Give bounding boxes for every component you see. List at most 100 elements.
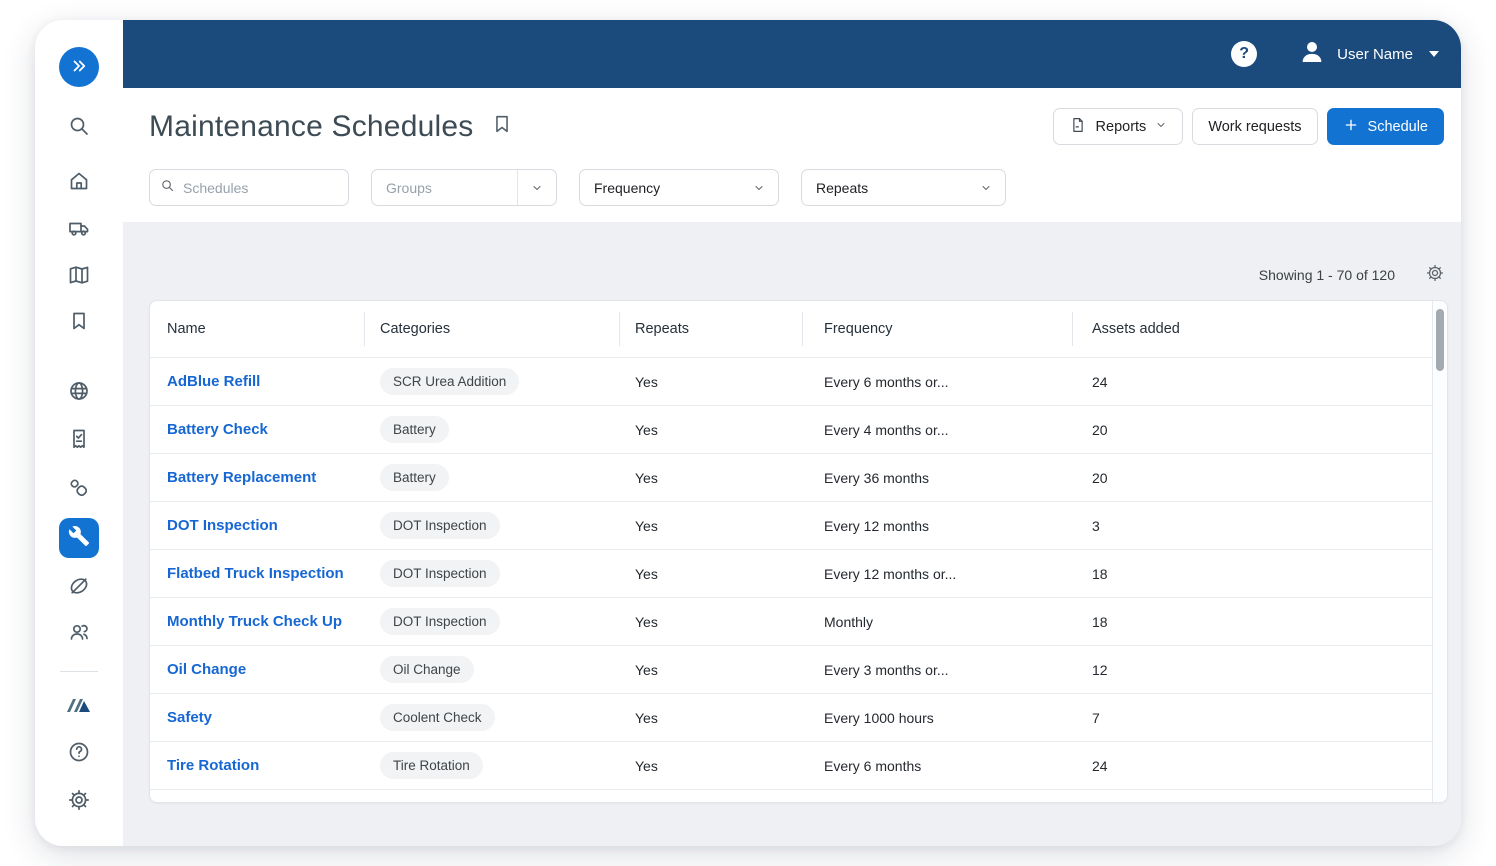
repeats-filter[interactable]: Repeats [801,169,1006,206]
plus-icon [1343,117,1359,137]
sidebar-item-help[interactable] [67,740,91,764]
scrollbar-thumb[interactable] [1436,309,1444,371]
category-pill: DOT Inspection [380,608,500,635]
assets-added-cell: 12 [1092,661,1108,678]
groups-filter-label: Groups [386,179,432,196]
category-pill: DOT Inspection [380,560,500,587]
frequency-cell: Every 1000 hours [824,709,934,726]
user-menu[interactable]: User Name [1297,37,1439,72]
main-content: Maintenance Schedules Reports Work reque… [123,88,1461,846]
chevron-down-icon [1155,119,1167,135]
users-icon [67,624,91,648]
sidebar-item-web[interactable] [67,379,91,403]
frequency-cell: Monthly [824,613,874,630]
work-requests-button[interactable]: Work requests [1192,108,1318,145]
schedule-label: Schedule [1367,118,1428,135]
assets-added-cell: 7 [1092,709,1100,726]
schedules-search [149,169,364,206]
sidebar-item-vehicles[interactable] [67,216,91,240]
schedules-search-input[interactable] [183,179,364,196]
category-pill: DOT Inspection [380,512,500,539]
schedule-name-link[interactable]: Safety [167,709,213,726]
navbar-help-button[interactable]: ? [1231,41,1258,67]
category-pill: Tire Rotation [380,752,483,779]
parts-icon [67,479,91,504]
sidebar-expand-button[interactable] [59,47,99,87]
column-header-frequency[interactable]: Frequency [802,301,1072,357]
frequency-cell: Every 12 months [824,517,930,534]
sidebar-item-search[interactable] [67,114,91,138]
table-settings-button[interactable] [1425,263,1445,288]
repeats-cell: Yes [635,469,658,486]
schedule-name-link[interactable]: Battery Replacement [167,469,317,486]
user-name-label: User Name [1337,45,1413,63]
table-row: DOT Inspection DOT Inspection Yes Every … [150,501,1432,549]
column-header-assets[interactable]: Assets added [1072,301,1432,357]
assets-added-cell: 20 [1092,469,1108,486]
repeats-filter-label: Repeats [816,179,869,196]
schedule-name-link[interactable]: Flatbed Truck Inspection [167,565,344,582]
sidebar-item-eco[interactable] [67,574,91,598]
table-row: Safety Coolent Check Yes Every 1000 hour… [150,693,1432,741]
sidebar-item-users[interactable] [67,620,91,644]
chevron-down-icon [967,170,1005,205]
sidebar-item-map[interactable] [67,263,91,287]
frequency-filter[interactable]: Frequency [579,169,779,206]
assets-added-cell: 18 [1092,613,1108,630]
schedule-name-link[interactable]: Oil Change [167,661,247,678]
inspection-list-icon [67,429,91,455]
bookmark-icon [67,312,91,337]
repeats-cell: Yes [635,517,658,534]
table-body: AdBlue Refill SCR Urea Addition Yes Ever… [150,357,1432,789]
groups-filter[interactable]: Groups [371,169,557,206]
add-schedule-button[interactable]: Schedule [1326,108,1444,145]
chevron-down-icon [1429,51,1439,57]
frequency-cell: Every 4 months or... [824,421,949,438]
frequency-cell: Every 3 months or... [824,661,949,678]
leaf-icon [67,578,91,602]
sidebar-item-parts[interactable] [67,476,91,500]
repeats-cell: Yes [635,373,658,390]
column-header-repeats[interactable]: Repeats [619,301,802,357]
sidebar-item-maintenance[interactable] [59,518,99,558]
sidebar-item-inspections[interactable] [67,427,91,451]
schedule-name-link[interactable]: AdBlue Refill [167,373,261,390]
sidebar-item-home[interactable] [67,169,91,193]
sidebar-item-settings[interactable] [67,788,91,812]
map-icon [67,266,91,291]
truck-icon [67,222,91,244]
schedule-name-link[interactable]: Monthly Truck Check Up [167,613,343,630]
assets-added-cell: 24 [1092,757,1108,774]
table-row-partial [150,789,1432,802]
home-icon [67,172,91,197]
assets-added-cell: 3 [1092,517,1100,534]
search-icon [160,178,175,198]
schedule-name-link[interactable]: DOT Inspection [167,517,278,534]
repeats-cell: Yes [635,421,658,438]
schedule-name-link[interactable]: Tire Rotation [167,757,260,774]
brand-logo [65,694,93,718]
globe-icon [67,382,91,407]
column-header-name[interactable]: Name [167,321,206,337]
column-header-categories[interactable]: Categories [364,301,619,357]
table-header-row: Name Categories Repeats Frequency Assets… [150,301,1432,357]
wrench-icon [68,525,90,552]
table-scrollbar[interactable] [1432,301,1447,802]
schedule-name-link[interactable]: Battery Check [167,421,268,438]
assets-added-cell: 24 [1092,373,1108,390]
assets-added-cell: 18 [1092,565,1108,582]
document-icon [1069,116,1087,138]
results-summary-row: Showing 1 - 70 of 120 [123,262,1445,288]
question-mark-icon: ? [1239,45,1250,62]
top-navbar: ? User Name [123,20,1461,88]
page-header-band: Maintenance Schedules Reports Work reque… [123,88,1461,222]
bookmark-icon[interactable] [491,113,513,140]
frequency-cell: Every 6 months [824,757,922,774]
reports-button[interactable]: Reports [1052,108,1184,145]
gear-icon [67,789,91,816]
filter-bar: Groups Frequency Repeats [149,169,1444,206]
work-requests-label: Work requests [1208,118,1302,135]
table-row: Monthly Truck Check Up DOT Inspection Ye… [150,597,1432,645]
schedules-table: Name Categories Repeats Frequency Assets… [149,300,1448,803]
sidebar-item-saved[interactable] [67,309,91,333]
